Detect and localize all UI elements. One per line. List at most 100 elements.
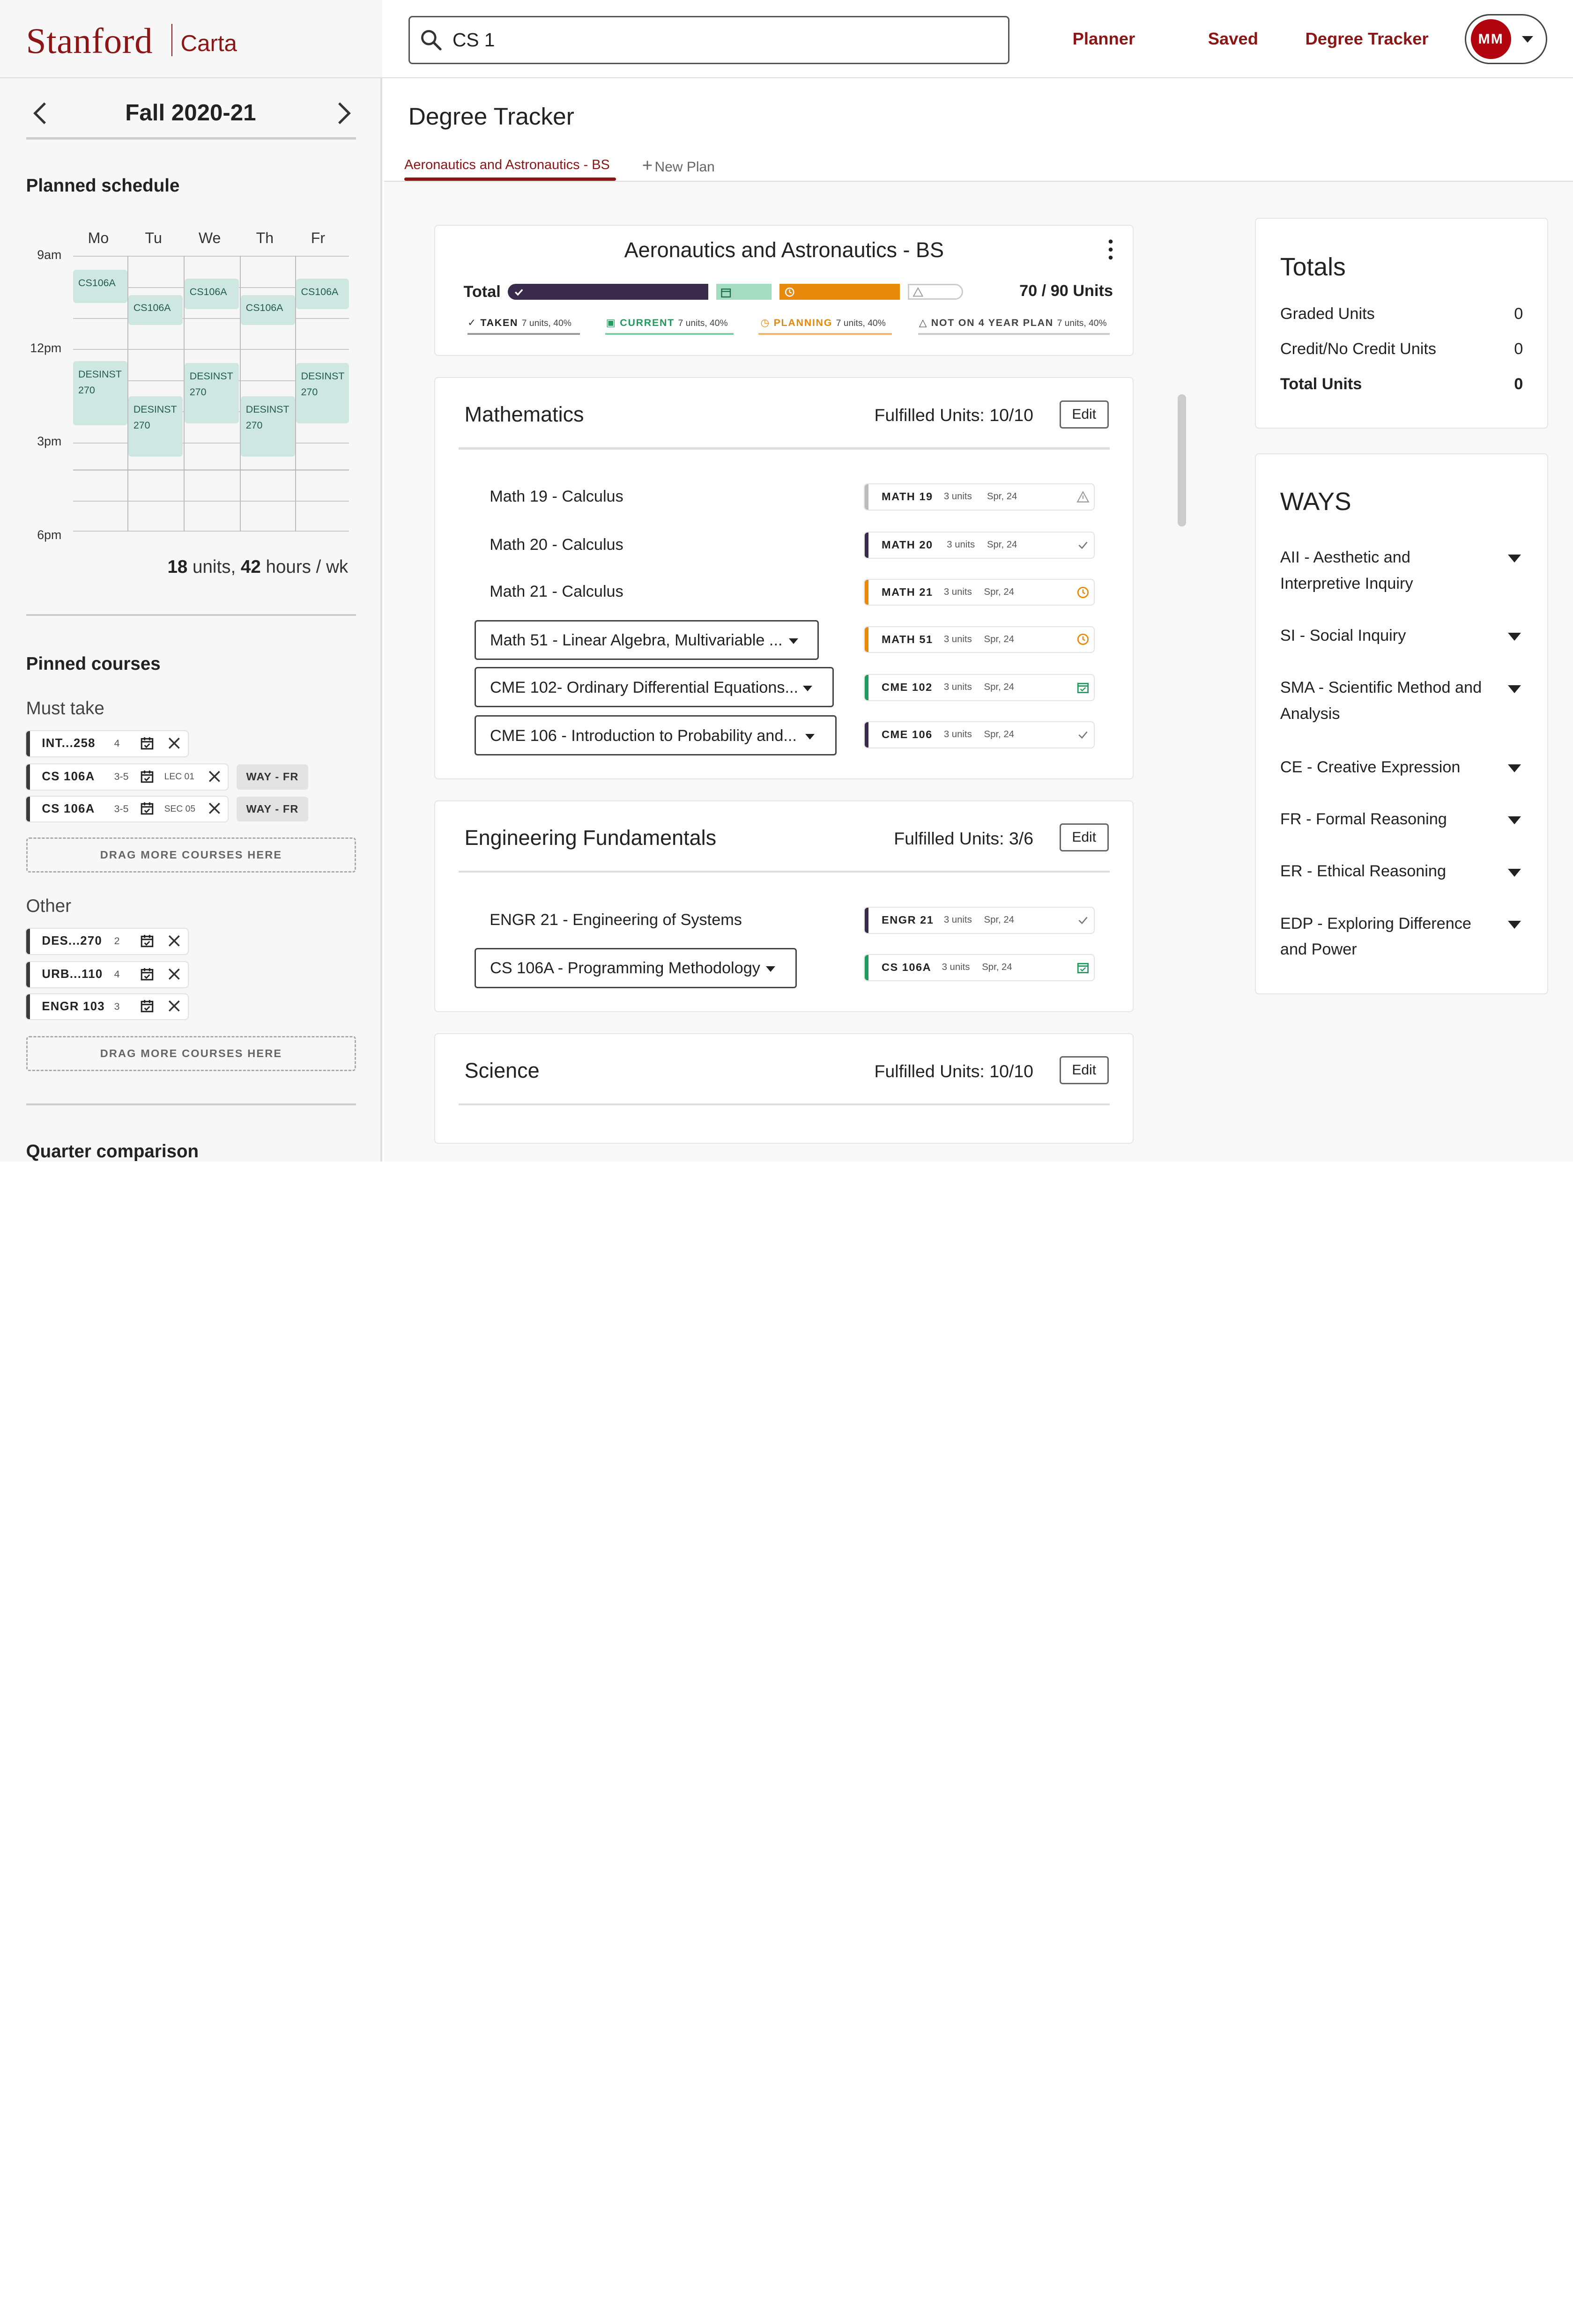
ways-item[interactable]: ER - Ethical Reasoning — [1280, 862, 1447, 881]
schedule-block[interactable]: CS106A — [241, 295, 295, 325]
day-label: Mo — [88, 229, 109, 247]
drop-zone[interactable]: DRAG MORE COURSES HERE — [26, 837, 356, 873]
totals-card — [1255, 217, 1548, 429]
scrollbar[interactable] — [1178, 394, 1186, 527]
course-chip[interactable]: MATH 20 3 units Spr, 24 — [865, 533, 1094, 558]
pinned-course-chip[interactable]: DES...270 2 — [26, 929, 188, 954]
ways-item[interactable]: SMA - Scientific Method and Analysis — [1280, 679, 1482, 723]
grid-line — [295, 256, 296, 532]
close-icon[interactable] — [168, 1000, 180, 1012]
grid-line — [127, 256, 129, 532]
requirement-label: Math 19 - Calculus — [490, 487, 623, 505]
close-icon[interactable] — [168, 935, 180, 947]
calendar-icon[interactable] — [140, 967, 154, 981]
day-label: Tu — [145, 229, 162, 247]
divider — [458, 1103, 1110, 1106]
calendar-icon[interactable] — [140, 736, 154, 750]
nav-saved[interactable]: Saved — [1208, 29, 1258, 49]
logo-stanford[interactable]: Stanford — [26, 20, 153, 61]
chevron-down-icon — [805, 733, 815, 740]
totals-label: Graded Units — [1280, 305, 1375, 323]
chevron-down-icon[interactable] — [1508, 868, 1521, 877]
schedule-block[interactable]: CS106A — [185, 279, 239, 309]
chevron-down-icon[interactable] — [1508, 633, 1521, 641]
grid-line — [73, 256, 349, 257]
nav-degree-tracker[interactable]: Degree Tracker — [1305, 29, 1429, 49]
chevron-left-icon[interactable] — [30, 100, 52, 126]
warning-icon — [913, 287, 923, 297]
section-fulfilled: Fulfilled Units: 10/10 — [874, 1061, 1034, 1081]
tab-plan[interactable]: Aeronautics and Astronautics - BS — [404, 157, 610, 173]
divider — [26, 1103, 356, 1106]
pinned-course-chip[interactable]: CS 106A 3-5 LEC 01 — [26, 764, 228, 790]
schedule-block[interactable]: CS106A — [128, 295, 183, 325]
close-icon[interactable] — [208, 802, 221, 814]
calendar-icon[interactable] — [140, 801, 154, 815]
calendar-icon[interactable] — [140, 999, 154, 1013]
drop-zone[interactable]: DRAG MORE COURSES HERE — [26, 1036, 356, 1072]
schedule-block[interactable]: DESINST 270 — [128, 396, 183, 457]
course-chip[interactable]: CS 106A 3 units Spr, 24 — [865, 955, 1094, 980]
calendar-icon: ▣ — [606, 317, 616, 328]
avatar[interactable]: MM — [1470, 19, 1511, 59]
course-chip[interactable]: MATH 19 3 units Spr, 24 — [865, 484, 1094, 510]
new-plan-button[interactable]: + New Plan — [642, 155, 715, 176]
chevron-down-icon[interactable] — [1508, 764, 1521, 772]
edit-button[interactable]: Edit — [1059, 1056, 1109, 1085]
schedule-block[interactable]: DESINST 270 — [241, 396, 295, 457]
pinned-course-chip[interactable]: ENGR 103 3 — [26, 994, 188, 1020]
check-icon — [1078, 541, 1088, 549]
legend-underline — [605, 333, 734, 335]
chevron-down-icon — [803, 685, 813, 691]
schedule-block[interactable]: DESINST 270 — [73, 361, 127, 426]
chevron-right-icon[interactable] — [333, 100, 355, 126]
clock-icon — [1077, 586, 1089, 598]
ways-item[interactable]: EDP - Exploring Difference and Power — [1280, 914, 1471, 959]
course-chip[interactable]: MATH 51 3 units Spr, 24 — [865, 627, 1094, 652]
schedule-block[interactable]: DESINST 270 — [185, 363, 239, 423]
close-icon[interactable] — [208, 770, 221, 783]
edit-button[interactable]: Edit — [1059, 400, 1109, 429]
edit-button[interactable]: Edit — [1059, 823, 1109, 852]
more-options-icon[interactable] — [1104, 237, 1118, 265]
progress-taken — [507, 284, 709, 300]
chevron-down-icon — [789, 638, 799, 644]
logo-carta[interactable]: Carta — [180, 30, 237, 57]
requirement-label: ENGR 21 - Engineering of Systems — [490, 910, 742, 929]
course-chip[interactable]: CME 102 3 units Spr, 24 — [865, 675, 1094, 700]
schedule-block[interactable]: CS106A — [296, 279, 349, 309]
divider — [458, 447, 1110, 450]
requirement-dropdown[interactable]: CS 106A - Programming Methodology — [475, 948, 797, 988]
calendar-icon[interactable] — [140, 934, 154, 948]
grid-line — [183, 256, 185, 532]
chevron-down-icon[interactable] — [1508, 555, 1521, 563]
requirement-dropdown[interactable]: Math 51 - Linear Algebra, Multivariable … — [475, 620, 819, 660]
divider — [26, 137, 356, 140]
requirement-dropdown[interactable]: CME 106 - Introduction to Probability an… — [475, 715, 837, 755]
schedule-block[interactable]: DESINST 270 — [296, 363, 349, 423]
chevron-down-icon[interactable] — [1508, 816, 1521, 825]
chevron-down-icon[interactable] — [1522, 36, 1534, 43]
chevron-down-icon[interactable] — [1508, 921, 1521, 929]
other-heading: Other — [26, 896, 72, 916]
search-input[interactable] — [452, 26, 994, 54]
ways-item[interactable]: AII - Aesthetic and Interpretive Inquiry — [1280, 548, 1413, 592]
way-tag: WAY - FR — [237, 796, 308, 822]
pinned-course-chip[interactable]: CS 106A 3-5 SEC 05 — [26, 796, 228, 822]
close-icon[interactable] — [168, 737, 180, 749]
legend-taken: ✓ TAKEN 7 units, 40% — [467, 317, 571, 328]
calendar-icon[interactable] — [140, 770, 154, 784]
requirement-dropdown[interactable]: CME 102- Ordinary Differential Equations… — [475, 667, 834, 707]
course-chip[interactable]: MATH 21 3 units Spr, 24 — [865, 579, 1094, 605]
pinned-course-chip[interactable]: URB...110 4 — [26, 962, 188, 987]
nav-planner[interactable]: Planner — [1072, 29, 1135, 49]
chevron-down-icon[interactable] — [1508, 685, 1521, 693]
close-icon[interactable] — [168, 968, 180, 980]
course-chip[interactable]: CME 106 3 units Spr, 24 — [865, 722, 1094, 748]
ways-item[interactable]: FR - Formal Reasoning — [1280, 810, 1447, 828]
pinned-course-chip[interactable]: INT...258 4 — [26, 731, 188, 756]
ways-item[interactable]: CE - Creative Expression — [1280, 758, 1461, 776]
ways-item[interactable]: SI - Social Inquiry — [1280, 627, 1406, 645]
course-chip[interactable]: ENGR 21 3 units Spr, 24 — [865, 908, 1094, 933]
schedule-block[interactable]: CS106A — [73, 270, 127, 303]
